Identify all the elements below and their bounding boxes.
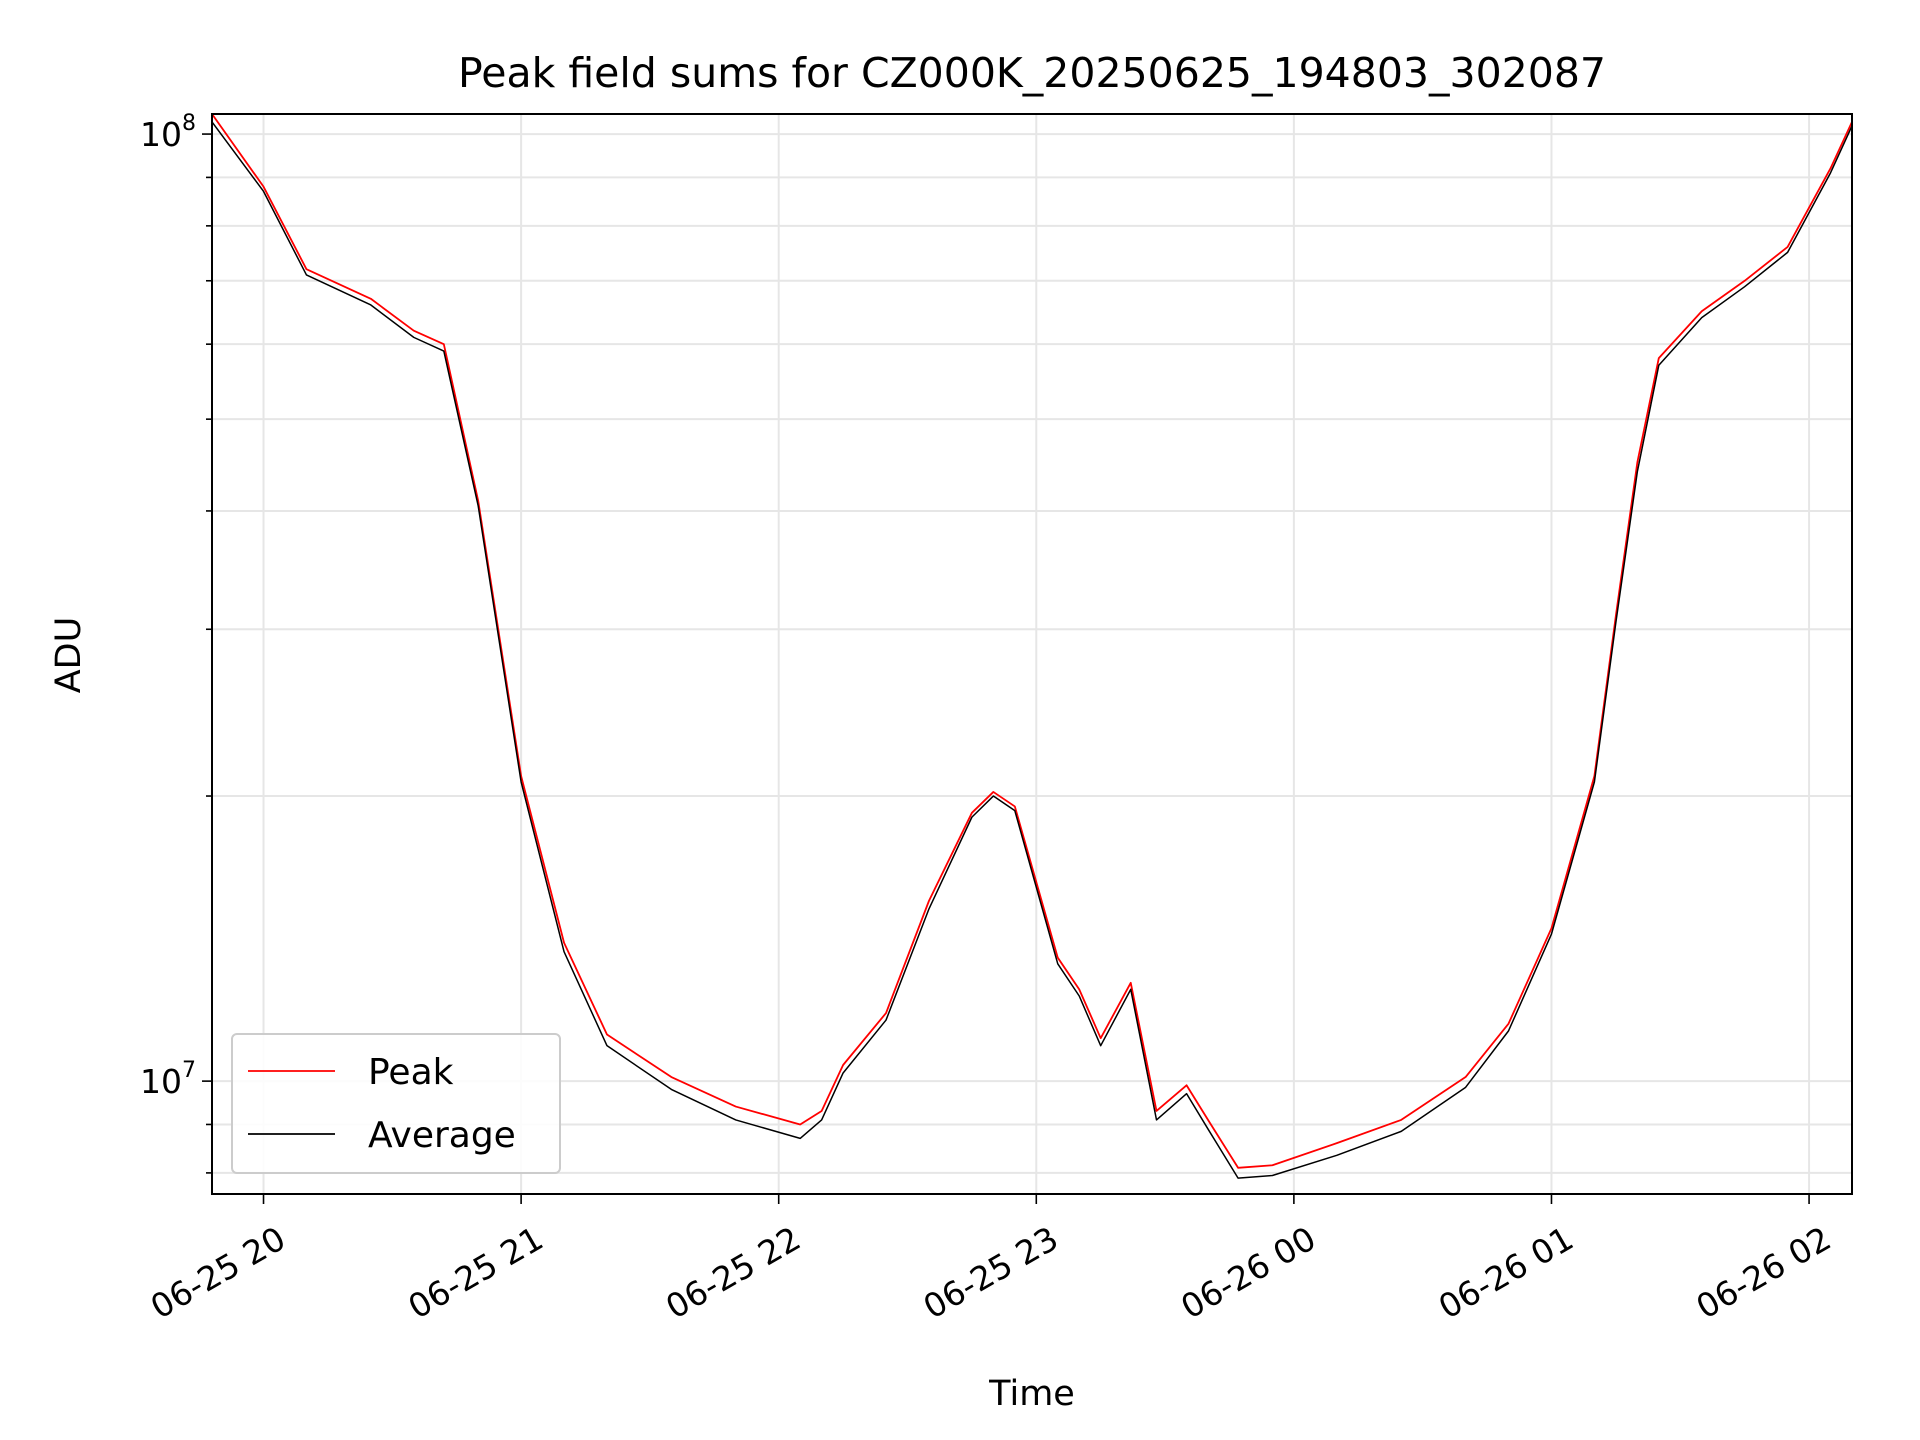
plot-frame xyxy=(211,113,1853,1195)
x-axis-label: Time xyxy=(988,1374,1075,1414)
series-line-peak xyxy=(211,113,1853,1169)
series-line-average xyxy=(211,121,1853,1179)
series-lines xyxy=(211,113,1853,1179)
legend-box xyxy=(231,1033,561,1174)
y-tick-label: 107 xyxy=(140,1058,196,1101)
y-tick-label: 108 xyxy=(140,111,196,154)
legend-label-peak: Peak xyxy=(368,1052,454,1093)
y-axis-label: ADU xyxy=(49,617,89,694)
legend: Peak Average xyxy=(231,1033,561,1174)
chart-title: Peak field sums for CZ000K_20250625_1948… xyxy=(458,49,1606,97)
y-axis: 107 108 xyxy=(140,111,212,1174)
legend-label-average: Average xyxy=(368,1115,516,1156)
